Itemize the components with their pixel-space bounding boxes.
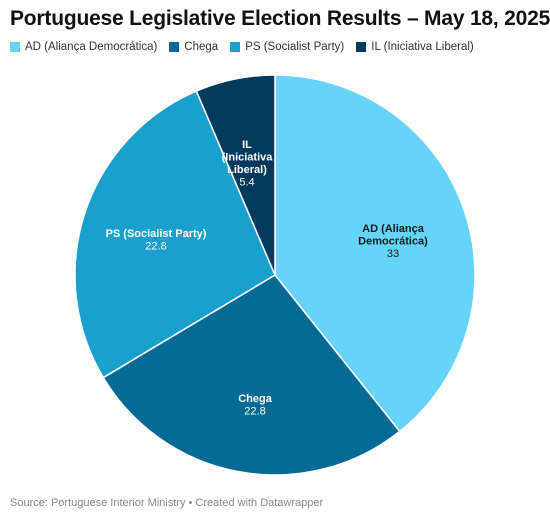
slice-label-chega: Chega 22.8: [238, 393, 273, 418]
slice-value-chega: 22.8: [244, 406, 265, 418]
slice-name-chega: Chega: [238, 393, 273, 405]
legend-swatch-ad: [10, 42, 20, 52]
pie-slice-ad: [274, 74, 476, 433]
pie-slice-chega: [102, 274, 401, 476]
slice-label-il: IL (Iniciativa Liberal) 5.4: [222, 139, 274, 189]
legend: AD (Aliança Democrática) Chega PS (Socia…: [10, 41, 486, 53]
slice-label-ps: PS (Socialist Party) 22.8: [106, 228, 207, 253]
slice-name-il: IL: [242, 139, 252, 151]
legend-item-ad: AD (Aliança Democrática): [10, 41, 157, 53]
legend-swatch-il: [356, 42, 367, 52]
slice-value-ps: 22.8: [145, 241, 166, 253]
legend-label-ps: PS (Socialist Party): [245, 41, 345, 53]
legend-swatch-chega: [169, 42, 180, 52]
legend-item-ps: PS (Socialist Party): [230, 41, 344, 53]
slice-name-ps: PS (Socialist Party): [106, 228, 207, 240]
legend-item-chega: Chega: [169, 41, 218, 53]
slice-name-il: (Iniciativa: [222, 152, 274, 164]
slice-name-il: Liberal): [227, 164, 267, 176]
pie-slice-ps: [74, 90, 276, 379]
legend-label-ad: AD (Aliança Democrática): [25, 41, 158, 53]
slice-value-ad: 33: [387, 248, 399, 260]
slice-value-il: 5.4: [239, 177, 254, 189]
slice-label-ad: AD (Aliança Democrática) 33: [358, 223, 428, 260]
legend-swatch-ps: [230, 42, 241, 52]
pie-slice-il: [195, 74, 276, 276]
legend-label-chega: Chega: [184, 41, 219, 53]
legend-label-il: IL (Iniciativa Liberal): [371, 41, 474, 53]
slice-name-ad: Democrática): [358, 236, 428, 248]
chart-title: Portuguese Legislative Election Results …: [10, 7, 550, 30]
source-footer: Source: Portuguese Interior Ministry • C…: [10, 497, 324, 509]
slice-name-ad: AD (Aliança: [362, 223, 425, 235]
legend-item-il: IL (Iniciativa Liberal): [356, 41, 474, 53]
